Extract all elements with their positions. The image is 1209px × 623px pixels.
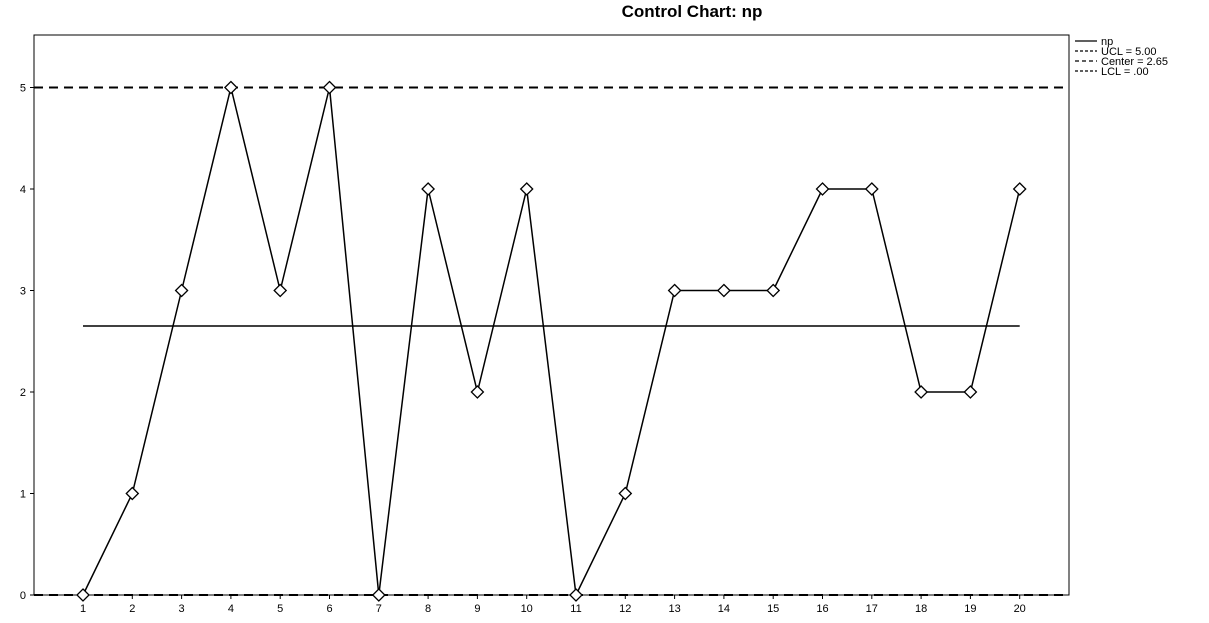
y-tick-label: 2 [20, 387, 26, 399]
x-tick-label: 11 [570, 603, 581, 615]
x-tick-label: 15 [767, 603, 779, 615]
data-point-marker [421, 182, 436, 196]
x-tick-label: 5 [277, 603, 283, 615]
x-tick-label: 8 [425, 603, 431, 615]
data-point-marker [76, 588, 90, 602]
data-point-marker [716, 283, 731, 298]
data-point-marker [766, 283, 781, 298]
legend-label: np [1101, 36, 1113, 48]
y-tick-label: 4 [20, 184, 26, 196]
x-tick-label: 2 [129, 603, 135, 615]
legend-label: Center = 2.65 [1101, 56, 1168, 68]
x-tick-label: 12 [619, 603, 631, 615]
y-tick-label: 5 [20, 83, 26, 95]
y-tick-label: 3 [20, 286, 26, 298]
data-point-marker [519, 182, 534, 196]
data-point-marker [125, 486, 140, 501]
data-point-marker [371, 588, 386, 602]
x-tick-label: 14 [718, 603, 730, 615]
data-point-marker [223, 80, 238, 95]
legend-label: UCL = 5.00 [1101, 46, 1157, 58]
data-markers [76, 80, 1027, 602]
data-point-marker [569, 588, 583, 602]
data-point-marker [667, 283, 682, 298]
x-axis: 1 2 3 4 5 6 7 8 9 10 11 12 13 14 15 16 17 18 19 20 [80, 595, 1026, 615]
data-point-marker [273, 283, 288, 298]
x-tick-label: 17 [866, 603, 878, 615]
y-tick-label: 0 [20, 590, 26, 602]
series-line-np [82, 87, 1021, 598]
data-point-marker [618, 486, 633, 501]
x-tick-label: 9 [474, 603, 480, 615]
y-tick-label: 1 [20, 489, 26, 501]
x-tick-label: 13 [668, 603, 680, 615]
x-tick-label: 1 [80, 603, 86, 615]
x-tick-label: 10 [521, 603, 533, 615]
plot-frame [33, 34, 1070, 596]
x-tick-label: 19 [964, 603, 976, 615]
y-axis: 0 1 2 3 4 5 [20, 83, 34, 602]
x-tick-label: 18 [915, 603, 927, 615]
data-point-marker [322, 80, 337, 95]
data-point-marker [1012, 182, 1027, 196]
legend-label: LCL = .00 [1101, 66, 1149, 78]
data-point-marker [470, 385, 485, 399]
control-limit-lines [34, 86, 1069, 596]
x-tick-label: 7 [376, 603, 382, 615]
x-tick-label: 6 [326, 603, 332, 615]
x-tick-label: 20 [1014, 603, 1026, 615]
chart-title: Control Chart: np [622, 2, 763, 21]
series-lines [82, 87, 1021, 598]
data-point-marker [914, 385, 929, 399]
data-point-marker [815, 182, 830, 196]
x-tick-label: 4 [228, 603, 234, 615]
x-tick-label: 16 [816, 603, 828, 615]
data-point-marker [963, 385, 978, 399]
data-point-marker [174, 283, 189, 298]
x-tick-label: 3 [179, 603, 185, 615]
data-point-marker [864, 182, 879, 196]
